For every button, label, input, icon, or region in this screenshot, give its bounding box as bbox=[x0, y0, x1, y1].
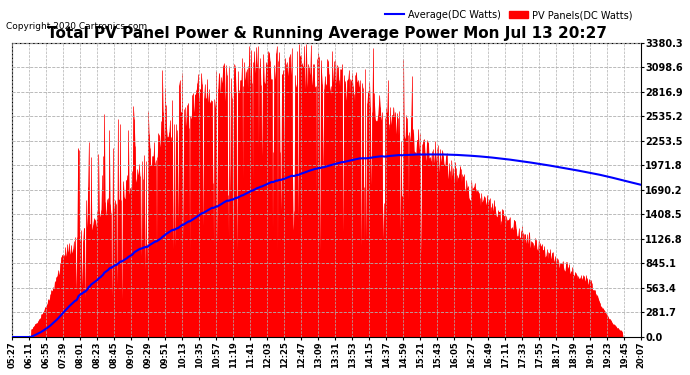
Title: Total PV Panel Power & Running Average Power Mon Jul 13 20:27: Total PV Panel Power & Running Average P… bbox=[47, 26, 607, 41]
Text: Copyright 2020 Cartronics.com: Copyright 2020 Cartronics.com bbox=[6, 22, 147, 31]
Legend: Average(DC Watts), PV Panels(DC Watts): Average(DC Watts), PV Panels(DC Watts) bbox=[381, 6, 636, 24]
